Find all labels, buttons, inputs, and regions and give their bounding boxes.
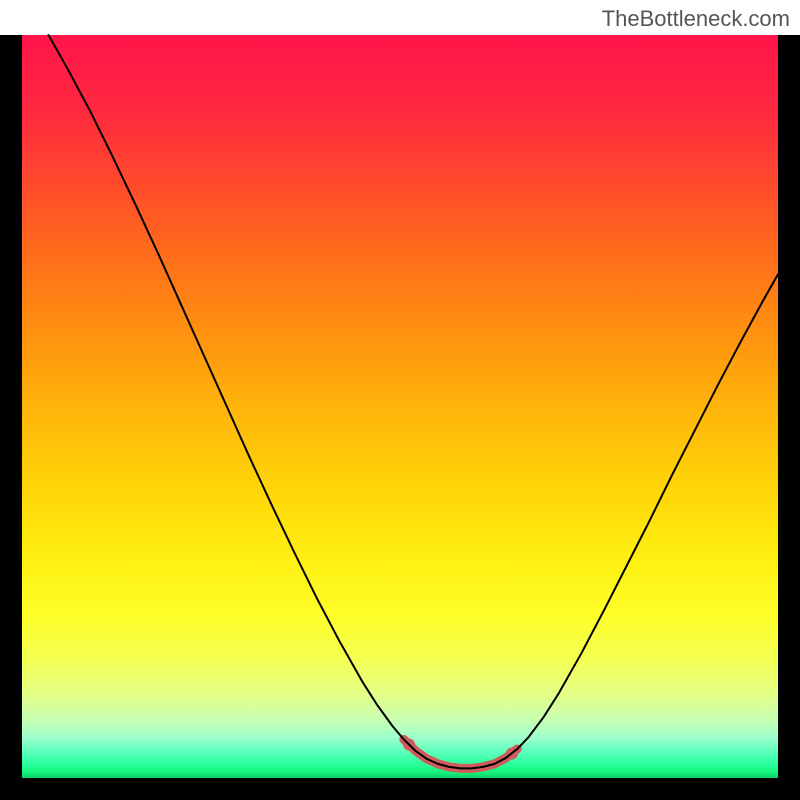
bottleneck-chart: TheBottleneck.com	[0, 0, 800, 800]
chart-svg	[0, 0, 800, 800]
watermark-text: TheBottleneck.com	[602, 6, 790, 32]
